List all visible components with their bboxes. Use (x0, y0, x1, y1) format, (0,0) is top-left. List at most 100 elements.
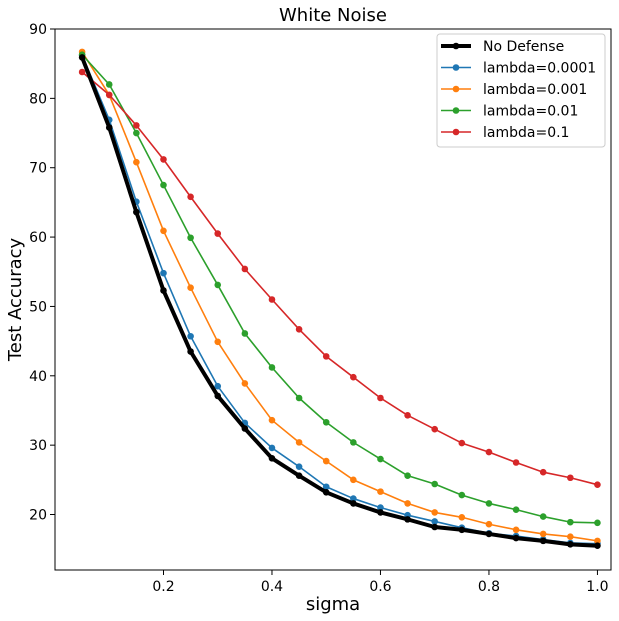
y-axis-label: Test Accuracy (5, 237, 26, 362)
legend-marker (453, 107, 460, 114)
data-point (459, 492, 466, 499)
y-tick-label: 20 (29, 508, 47, 524)
data-point (459, 514, 466, 521)
x-tick-label: 1.0 (586, 579, 608, 595)
legend-marker (453, 64, 460, 71)
data-point (187, 348, 194, 355)
legend-label: lambda=0.01 (483, 104, 578, 120)
legend-label: lambda=0.001 (483, 82, 587, 98)
data-point (404, 472, 411, 479)
data-point (296, 439, 303, 446)
x-tick-label: 0.4 (261, 579, 283, 595)
data-point (187, 234, 194, 241)
data-point (133, 209, 140, 216)
data-point (106, 81, 113, 88)
data-point (350, 500, 357, 507)
legend-label: lambda=0.0001 (483, 61, 596, 77)
legend-label: lambda=0.1 (483, 125, 569, 141)
data-point (323, 419, 330, 426)
data-point (269, 417, 276, 424)
data-point (187, 194, 194, 201)
data-point (404, 500, 411, 507)
data-point (214, 282, 221, 289)
data-point (269, 296, 276, 303)
data-point (513, 459, 520, 466)
y-tick-label: 70 (29, 161, 47, 177)
x-axis-label: sigma (306, 594, 360, 615)
data-point (377, 395, 384, 402)
data-point (594, 542, 601, 549)
data-point (350, 439, 357, 446)
data-point (242, 380, 249, 387)
data-point (214, 339, 221, 346)
data-point (242, 266, 249, 273)
data-point (214, 393, 221, 400)
data-point (486, 449, 493, 456)
data-point (567, 474, 574, 481)
data-point (296, 463, 303, 470)
data-point (486, 521, 493, 528)
data-point (242, 425, 249, 432)
data-point (540, 538, 547, 545)
data-point (323, 353, 330, 360)
data-point (296, 472, 303, 479)
y-tick-label: 80 (29, 91, 47, 107)
chart-title: White Noise (279, 5, 387, 26)
legend-marker (453, 129, 460, 136)
data-point (513, 535, 520, 542)
data-point (350, 374, 357, 381)
data-point (160, 156, 167, 163)
data-point (323, 489, 330, 496)
data-point (160, 182, 167, 189)
data-point (133, 159, 140, 166)
data-point (594, 520, 601, 527)
data-point (350, 477, 357, 484)
data-point (133, 130, 140, 137)
data-point (269, 455, 276, 462)
x-tick-label: 0.6 (369, 579, 391, 595)
data-point (513, 506, 520, 513)
data-point (242, 330, 249, 337)
data-point (431, 426, 438, 433)
data-point (377, 488, 384, 495)
x-tick-label: 0.2 (152, 579, 174, 595)
data-point (106, 92, 113, 99)
data-point (187, 284, 194, 291)
data-point (513, 526, 520, 533)
legend: No Defense lambda=0.0001 lambda=0.001 lambd… (437, 34, 605, 147)
data-point (404, 412, 411, 419)
data-point (160, 270, 167, 277)
data-point (404, 516, 411, 523)
data-point (567, 519, 574, 526)
data-point (431, 481, 438, 488)
data-point (567, 533, 574, 540)
y-tick-label: 50 (29, 299, 47, 315)
data-point (459, 526, 466, 533)
data-point (540, 531, 547, 538)
y-tick-label: 30 (29, 438, 47, 454)
data-point (214, 230, 221, 237)
data-point (540, 513, 547, 520)
y-tick-label: 60 (29, 230, 47, 246)
data-point (323, 458, 330, 465)
data-point (79, 69, 86, 76)
x-tick-label: 0.8 (478, 579, 500, 595)
data-point (594, 481, 601, 488)
data-point (269, 364, 276, 371)
data-point (567, 541, 574, 548)
data-point (486, 500, 493, 507)
legend-marker (453, 86, 460, 93)
data-point (540, 469, 547, 476)
data-point (187, 333, 194, 340)
legend-marker (453, 43, 460, 50)
y-tick-label: 40 (29, 369, 47, 385)
data-point (160, 228, 167, 235)
data-point (459, 440, 466, 447)
data-point (133, 122, 140, 129)
y-tick-label: 90 (29, 22, 47, 38)
data-point (377, 509, 384, 516)
data-point (486, 531, 493, 538)
legend-label: No Defense (483, 39, 564, 55)
data-point (296, 326, 303, 333)
